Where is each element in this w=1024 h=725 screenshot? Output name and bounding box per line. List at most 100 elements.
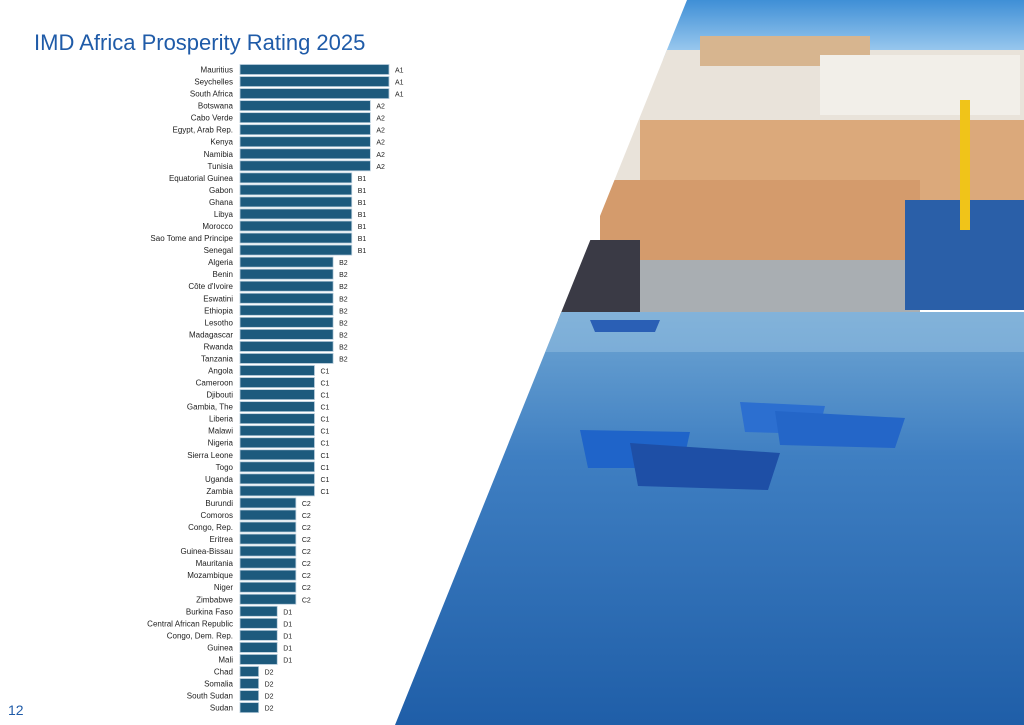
category-label: Sudan	[210, 704, 233, 713]
category-label: Libya	[214, 210, 234, 219]
rating-label: B2	[339, 356, 348, 363]
category-label: Botswana	[198, 102, 234, 111]
rating-label: A2	[376, 152, 385, 159]
rating-label: C2	[302, 537, 311, 544]
rating-bar	[239, 328, 334, 340]
bar-row: Egypt, Arab Rep. A2	[173, 124, 385, 136]
rating-label: D1	[283, 621, 292, 628]
rating-label: C1	[321, 465, 330, 472]
rating-bar	[239, 449, 315, 461]
bar-row: Uganda C1	[205, 473, 330, 485]
category-label: Eswatini	[203, 294, 233, 303]
page-number: 12	[8, 702, 24, 718]
rating-label: C2	[302, 525, 311, 532]
bar-row: Burundi C2	[205, 497, 311, 509]
bar-row: Gabon B1	[209, 184, 366, 196]
rating-bar	[239, 76, 390, 87]
rating-label: B2	[339, 320, 348, 327]
rating-bar	[239, 196, 353, 208]
rating-label: B2	[339, 260, 348, 267]
bar-row: Mozambique C2	[187, 569, 311, 581]
bar-row: Rwanda B2	[204, 341, 348, 352]
rating-label: D1	[283, 657, 292, 664]
bar-row: Sierra Leone C1	[187, 449, 330, 461]
category-label: Rwanda	[204, 342, 234, 351]
rating-bar	[239, 437, 315, 449]
category-label: Zimbabwe	[196, 595, 233, 604]
category-label: Chad	[214, 668, 233, 677]
rating-label: C1	[321, 381, 330, 388]
rating-label: B2	[339, 296, 348, 303]
rating-label: B1	[358, 224, 367, 231]
rating-label: D1	[283, 633, 292, 640]
rating-label: C2	[302, 597, 311, 604]
category-label: Comoros	[201, 511, 233, 520]
rating-label: A1	[395, 92, 404, 99]
category-label: Ethiopia	[204, 306, 233, 315]
category-label: Madagascar	[189, 330, 233, 339]
rating-label: C1	[321, 441, 330, 448]
bar-row: Angola C1	[208, 365, 330, 376]
category-label: Sierra Leone	[187, 451, 233, 460]
bar-row: Namibia A2	[204, 148, 385, 160]
rating-label: C1	[321, 369, 330, 376]
category-label: Benin	[213, 270, 233, 279]
bar-row: Somalia D2	[204, 678, 274, 689]
bar-row: Equatorial Guinea B1	[169, 172, 367, 184]
rating-label: A2	[376, 104, 385, 111]
rating-label: B1	[358, 248, 367, 255]
rating-label: C2	[302, 549, 311, 556]
rating-label: A2	[376, 116, 385, 123]
rating-bar	[239, 292, 334, 304]
rating-label: C1	[321, 453, 330, 460]
category-label: Angola	[208, 367, 233, 376]
rating-label: C2	[302, 513, 311, 520]
category-label: Uganda	[205, 475, 234, 484]
bar-row: Senegal B1	[204, 244, 367, 256]
category-label: Eritrea	[209, 535, 233, 544]
bar-row: Mali D1	[218, 654, 292, 665]
bar-row: Congo, Rep. C2	[188, 521, 311, 533]
bar-row: Niger C2	[214, 581, 311, 593]
category-label: Egypt, Arab Rep.	[173, 126, 233, 135]
rating-bar	[239, 581, 297, 593]
rating-label: B2	[339, 344, 348, 351]
bar-row: Zambia C1	[206, 485, 330, 497]
category-label: Mauritius	[201, 66, 233, 75]
category-label: Malawi	[208, 427, 233, 436]
bar-row: Congo, Dem. Rep. D1	[167, 629, 292, 641]
rating-bar	[239, 425, 315, 437]
rating-label: C1	[321, 489, 330, 496]
bar-row: Ethiopia B2	[204, 304, 348, 316]
bar-row: Guinea D1	[207, 642, 292, 653]
rating-bar	[239, 666, 260, 677]
category-label: Burkina Faso	[186, 607, 234, 616]
rating-bar	[239, 304, 334, 316]
rating-label: D2	[265, 694, 274, 701]
category-label: Morocco	[202, 222, 233, 231]
category-label: Togo	[216, 463, 234, 472]
category-label: Guinea	[207, 643, 233, 652]
bar-row: Madagascar B2	[189, 328, 348, 340]
rating-bar	[239, 413, 315, 425]
rating-label: A2	[376, 140, 385, 147]
category-label: Mali	[218, 655, 233, 664]
category-label: Gabon	[209, 186, 233, 195]
category-label: Mozambique	[187, 571, 233, 580]
rating-label: C2	[302, 573, 311, 580]
rating-bar	[239, 629, 278, 641]
rating-label: B1	[358, 176, 367, 183]
rating-bar	[239, 377, 315, 388]
rating-bar	[239, 172, 353, 184]
rating-bar	[239, 88, 390, 99]
rating-label: C2	[302, 561, 311, 568]
rating-label: B2	[339, 308, 348, 315]
rating-bar	[239, 124, 371, 136]
bar-row: Djibouti C1	[206, 389, 330, 400]
category-label: Central African Republic	[147, 619, 233, 628]
rating-label: C2	[302, 501, 311, 508]
bar-row: Cabo Verde A2	[191, 112, 385, 124]
rating-bar	[239, 605, 278, 617]
rating-bar	[239, 316, 334, 328]
rating-bar	[239, 220, 353, 232]
